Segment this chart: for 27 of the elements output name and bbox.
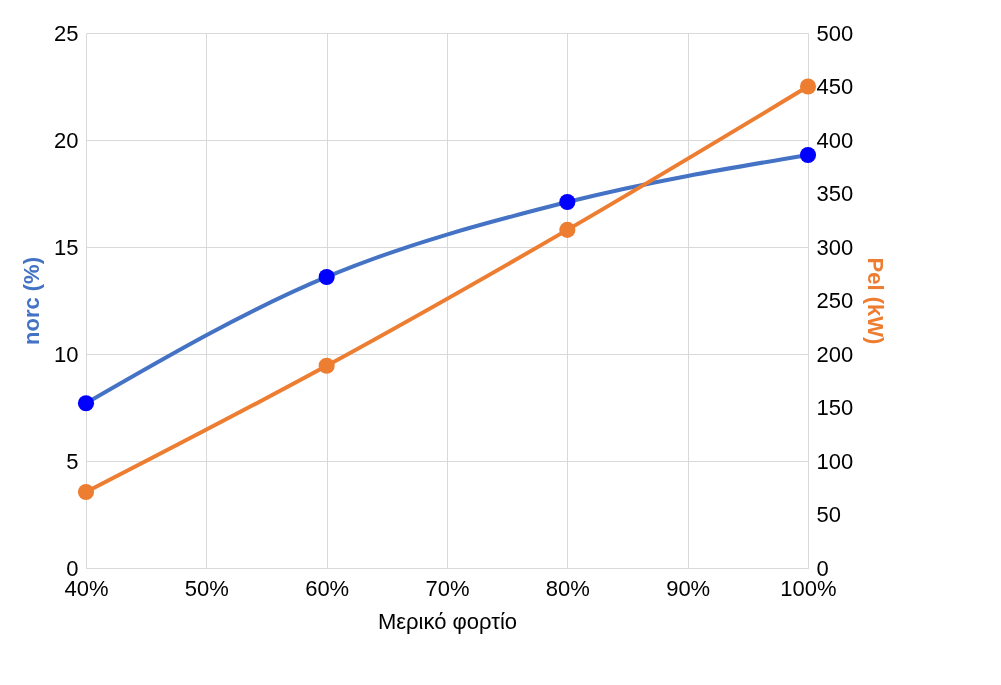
y2-tick-label: 450: [816, 74, 854, 99]
y2-tick-label: 150: [816, 395, 854, 420]
y-tick-label: 25: [54, 20, 79, 46]
y2-tick-label: 300: [816, 234, 854, 260]
x-tick-label: 50%: [184, 575, 229, 601]
point: [77, 483, 95, 501]
y-axis-title: norc (%): [19, 257, 45, 345]
y-tick-label: 10: [54, 341, 79, 367]
point: [799, 78, 817, 95]
y2-tick-label: 200: [816, 341, 854, 367]
y-tick-label: 15: [54, 234, 79, 260]
y2-tick-label: 350: [816, 181, 854, 206]
x-tick-label: 90%: [666, 575, 711, 601]
y-tick-label: 5: [66, 448, 79, 474]
point: [559, 221, 576, 238]
x-tick-label: 70%: [425, 575, 470, 601]
point: [318, 357, 335, 374]
x-tick-label: 60%: [305, 575, 350, 601]
y-tick-label: 20: [54, 127, 79, 153]
x-axis-title: Μερικό φορτίο: [377, 608, 518, 634]
y2-tick-label: 100: [816, 448, 854, 474]
y2-axis-title: Pel (kW): [863, 257, 889, 345]
x-tick-label: 80%: [545, 575, 590, 601]
y2-tick-label: 50: [816, 502, 841, 527]
y2-tick-label: 400: [816, 127, 854, 153]
y2-tick-label: 250: [816, 288, 854, 313]
y2-tick-label: 500: [816, 20, 854, 46]
